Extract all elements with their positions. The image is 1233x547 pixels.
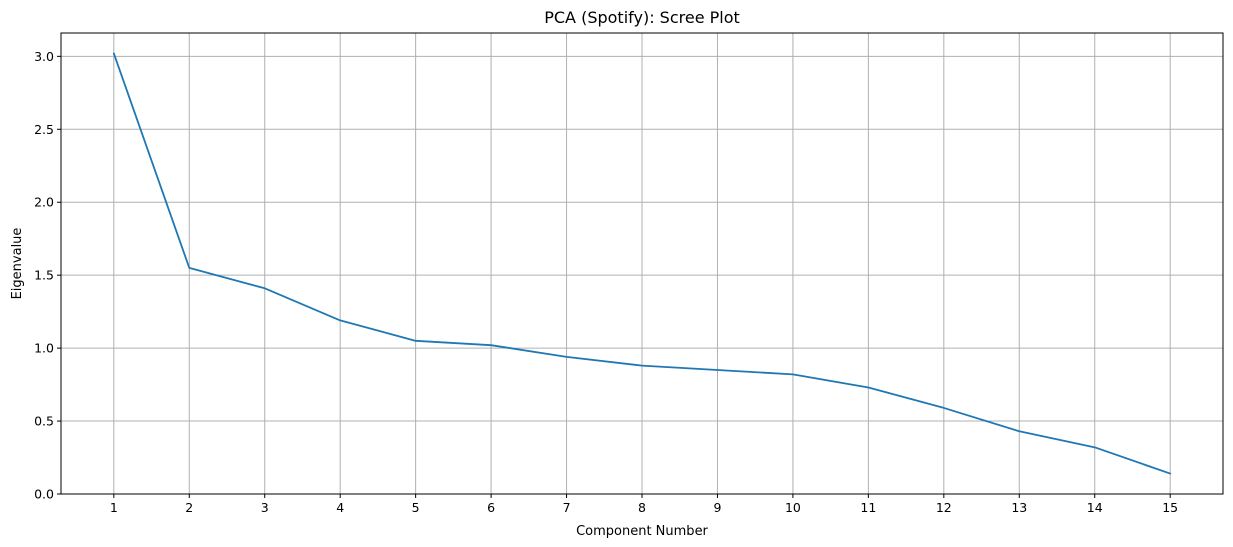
x-tick-label: 14 bbox=[1087, 500, 1103, 515]
y-tick-label: 2.0 bbox=[34, 195, 54, 210]
chart-title: PCA (Spotify): Scree Plot bbox=[544, 8, 740, 27]
series-layer bbox=[112, 52, 1172, 475]
plot-frame bbox=[60, 32, 1224, 495]
grid bbox=[61, 33, 1223, 495]
y-tick-label: 0.5 bbox=[34, 414, 54, 429]
x-tick-label: 1 bbox=[110, 500, 118, 515]
x-tick-label: 3 bbox=[261, 500, 269, 515]
y-tick-label: 1.0 bbox=[34, 341, 54, 356]
x-tick-label: 2 bbox=[185, 500, 193, 515]
x-tick-label: 11 bbox=[860, 500, 876, 515]
y-tick-label: 0.0 bbox=[34, 487, 54, 502]
x-tick-label: 12 bbox=[936, 500, 952, 515]
y-axis-ticks: 0.0 0.5 1.0 1.5 2.0 2.5 3.0 bbox=[34, 49, 61, 502]
y-tick-label: 1.5 bbox=[34, 268, 54, 283]
y-tick-label: 3.0 bbox=[34, 49, 54, 64]
x-tick-label: 13 bbox=[1011, 500, 1027, 515]
y-tick-label: 2.5 bbox=[34, 122, 54, 137]
x-tick-label: 5 bbox=[412, 500, 420, 515]
x-tick-label: 6 bbox=[487, 500, 495, 515]
eigenvalue-series-line bbox=[112, 52, 1172, 475]
x-axis-label: Component Number bbox=[576, 524, 708, 539]
x-tick-label: 7 bbox=[563, 500, 571, 515]
x-tick-label: 9 bbox=[713, 500, 721, 515]
x-tick-label: 8 bbox=[638, 500, 646, 515]
y-axis-label: Eigenvalue bbox=[10, 228, 25, 300]
axes bbox=[60, 32, 1224, 495]
x-axis-ticks: 1 2 3 4 5 6 7 8 9 10 11 12 13 14 15 bbox=[110, 494, 1178, 515]
x-tick-label: 10 bbox=[785, 500, 801, 515]
x-tick-label: 4 bbox=[336, 500, 344, 515]
x-tick-label: 15 bbox=[1162, 500, 1178, 515]
